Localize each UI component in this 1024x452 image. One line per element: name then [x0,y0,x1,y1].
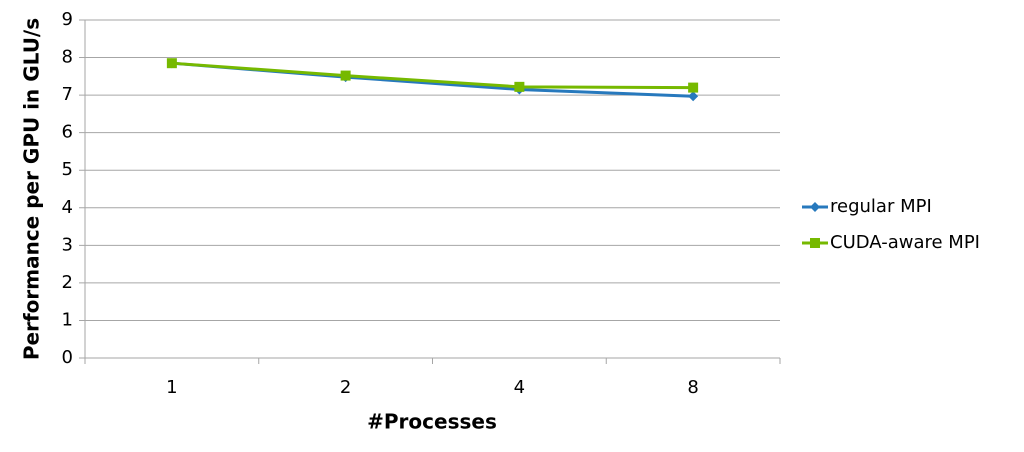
x-tick-label: 4 [514,377,525,398]
legend-label: CUDA-aware MPI [830,232,980,253]
y-tick-label: 6 [62,122,73,143]
y-tick-label: 7 [62,84,73,105]
x-tick-label: 1 [166,377,177,398]
y-tick-label: 1 [62,309,73,330]
line [171,61,694,90]
x-tick-label: 8 [687,377,698,398]
marker [810,202,820,212]
y-axis-title: Performance per GPU in GLU/s [20,18,44,360]
y-tick-label: 2 [62,272,73,293]
y-tick-label: 0 [62,347,73,368]
marker [810,238,820,248]
y-tick-label: 3 [62,234,73,255]
x-axis-title: #Processes [367,410,497,434]
marker [166,58,177,69]
marker [688,82,699,93]
marker [514,81,525,92]
y-tick-label: 8 [62,47,73,68]
marker [340,70,351,81]
x-tick-label: 2 [340,377,351,398]
marker [688,91,699,102]
y-tick-label: 4 [62,197,73,218]
y-tick-label: 9 [62,9,73,30]
y-tick-label: 5 [62,159,73,180]
legend-label: regular MPI [830,196,932,217]
